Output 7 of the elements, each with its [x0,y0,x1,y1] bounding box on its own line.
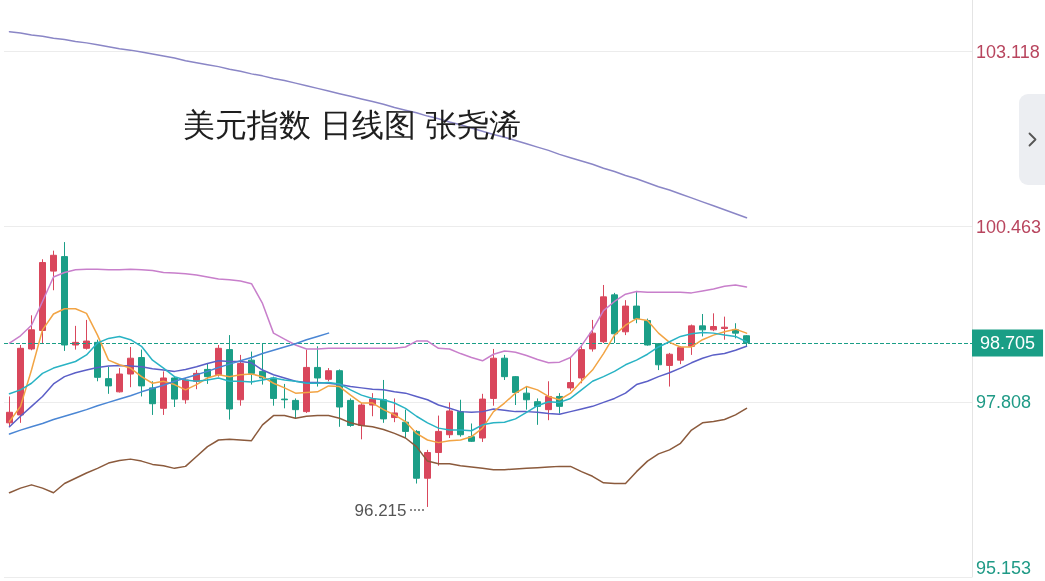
y-tick-label: 100.463 [976,216,1042,237]
y-tick-label: 103.118 [976,41,1040,62]
y-tick-label: 97.808 [976,391,1032,412]
text: 美元指数 日线图 张尧浠 [183,107,521,143]
y-tick-label: 95.153 [976,558,1032,578]
annotation: 96.215 [354,501,407,521]
ref-line-label: 98.705 [980,333,1036,354]
